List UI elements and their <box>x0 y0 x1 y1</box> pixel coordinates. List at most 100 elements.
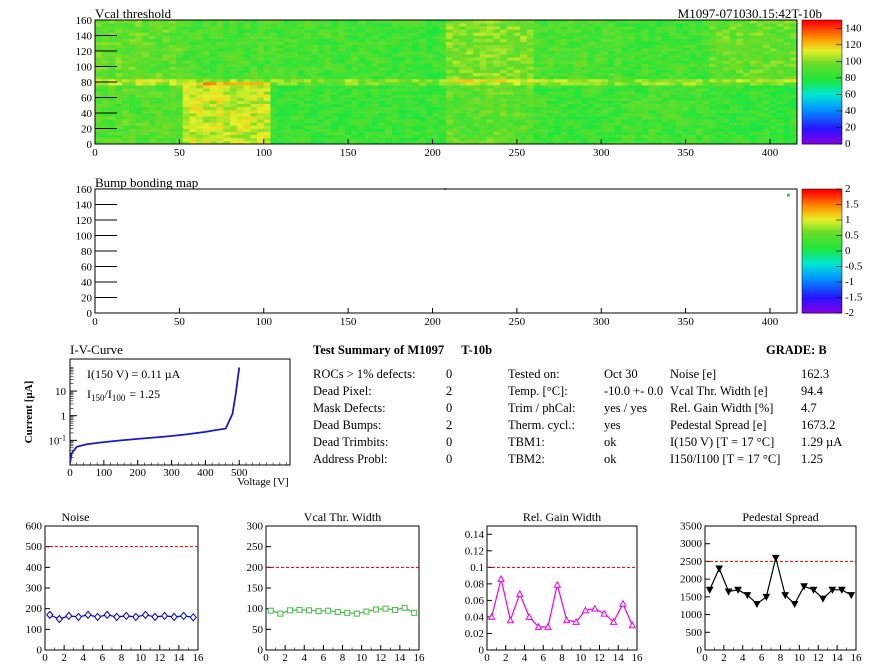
map-cell <box>317 23 325 27</box>
map-cell <box>695 66 703 70</box>
map-cell <box>581 47 589 52</box>
map-cell <box>479 63 487 67</box>
map-cell <box>196 113 204 117</box>
map-cell <box>176 128 184 132</box>
map-cell <box>216 75 224 80</box>
map-cell <box>101 54 109 58</box>
y-tick-label: 20 <box>81 124 93 136</box>
summary-mid-value: -10.0 +- 0.0 <box>604 384 664 398</box>
map-cell <box>378 66 386 70</box>
x-tick-label: 0 <box>702 652 708 664</box>
palette-cell <box>802 230 842 233</box>
palette-cell <box>802 53 842 56</box>
map-cell <box>223 88 231 92</box>
map-cell <box>216 26 224 30</box>
map-cell <box>378 113 386 117</box>
map-cell <box>743 106 751 111</box>
palette-cell <box>802 220 842 223</box>
map-cell <box>398 97 406 101</box>
map-cell <box>668 63 676 67</box>
map-cell <box>587 82 595 86</box>
map-cell <box>689 140 697 145</box>
map-cell <box>263 122 271 126</box>
map-cell <box>473 109 481 114</box>
map-cell <box>574 51 582 55</box>
y-tick-label: 0 <box>87 139 93 151</box>
map-cell <box>378 109 386 114</box>
map-cell <box>162 35 170 39</box>
map-cell <box>621 63 629 67</box>
map-cell <box>675 38 683 42</box>
map-cell <box>331 72 339 77</box>
map-cell <box>432 66 440 70</box>
map-cell <box>601 75 609 80</box>
map-cell <box>236 75 244 80</box>
map-cell <box>270 54 278 58</box>
map-cell <box>479 44 487 49</box>
map-cell <box>371 109 379 114</box>
map-cell <box>743 116 751 120</box>
map-cell <box>101 69 109 73</box>
map-cell <box>176 131 184 135</box>
map-cell <box>290 94 298 98</box>
map-cell <box>432 44 440 49</box>
map-cell <box>135 91 143 95</box>
map-cell <box>351 32 359 36</box>
map-cell <box>628 44 636 49</box>
map-cell <box>540 72 548 77</box>
map-cell <box>506 134 514 139</box>
map-cell <box>290 38 298 42</box>
map-cell <box>338 91 346 95</box>
map-cell <box>263 113 271 117</box>
map-cell <box>527 32 535 36</box>
map-cell <box>149 78 157 83</box>
map-cell <box>135 122 143 126</box>
map-cell <box>500 20 508 24</box>
map-cell <box>230 54 238 58</box>
map-cell <box>601 128 609 132</box>
map-cell <box>749 116 757 120</box>
palette-cell <box>802 294 842 297</box>
map-cell <box>128 88 136 92</box>
map-cell <box>101 125 109 129</box>
map-cell <box>756 63 764 67</box>
map-cell <box>493 103 501 108</box>
map-cell <box>533 94 541 98</box>
map-cell <box>601 44 609 49</box>
map-cell <box>108 26 116 30</box>
map-cell <box>365 91 373 95</box>
map-cell <box>122 85 130 89</box>
map-cell <box>155 91 163 95</box>
map-cell <box>574 32 582 36</box>
map-cell <box>176 20 184 24</box>
map-cell <box>709 137 717 142</box>
map-cell <box>358 91 366 95</box>
map-cell <box>230 20 238 24</box>
map-cell <box>486 60 494 64</box>
map-cell <box>749 140 757 145</box>
map-cell <box>425 134 433 139</box>
map-cell <box>581 41 589 46</box>
map-cell <box>479 134 487 139</box>
map-cell <box>648 82 656 86</box>
map-cell <box>385 116 393 120</box>
map-cell <box>601 100 609 104</box>
map-cell <box>662 60 670 64</box>
map-cell <box>587 106 595 111</box>
map-cell <box>419 72 427 77</box>
map-cell <box>473 97 481 101</box>
map-cell <box>635 82 643 86</box>
palette-cell <box>802 59 842 62</box>
map-cell <box>749 103 757 108</box>
map-cell <box>223 69 231 73</box>
bump-bonding-map: 0 50 100 150 200 250 300 350 4000204060801001201… <box>76 183 863 328</box>
map-cell <box>506 20 514 24</box>
map-cell <box>250 69 258 73</box>
map-cell <box>412 47 420 52</box>
map-cell <box>527 75 535 80</box>
map-cell <box>452 131 460 135</box>
map-cell <box>587 140 595 145</box>
map-cell <box>567 103 575 108</box>
map-cell <box>419 47 427 52</box>
map-cell <box>790 140 798 145</box>
